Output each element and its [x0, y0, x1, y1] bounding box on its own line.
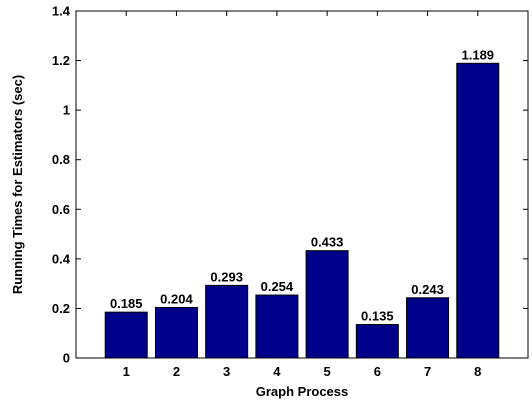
bar [456, 62, 500, 359]
bar [104, 311, 148, 359]
bar-value-label: 0.135 [361, 309, 394, 324]
y-tick-label: 1 [63, 103, 70, 118]
y-tick-label: 0 [63, 351, 70, 366]
x-tick-label: 7 [424, 364, 431, 379]
y-tick-label: 1.4 [52, 4, 71, 19]
data-labels: 0.185 0.204 0.293 0.254 0.433 0.135 0.243 1.189 [110, 47, 494, 323]
x-tick-label: 1 [123, 364, 130, 379]
bar-value-label: 0.204 [160, 291, 193, 306]
y-tick-label: 0.2 [52, 301, 70, 316]
x-tick-label: 3 [223, 364, 230, 379]
y-axis-title: Running Times for Estimators (sec) [10, 75, 25, 294]
bar [355, 324, 399, 359]
bar [305, 250, 349, 359]
bar-value-label: 0.243 [411, 282, 444, 297]
y-tick-label: 1.2 [52, 53, 70, 68]
bar-value-label: 1.189 [462, 47, 495, 62]
y-axis: 0 0.2 0.4 0.6 0.8 1 1.2 1.4 [52, 4, 528, 366]
x-tick-label: 5 [323, 364, 330, 379]
bar [406, 297, 450, 359]
bar [154, 306, 198, 359]
bar-value-label: 0.293 [210, 269, 243, 284]
y-tick-label: 0.4 [52, 251, 71, 266]
x-tick-label: 6 [374, 364, 381, 379]
y-tick-label: 0.6 [52, 202, 70, 217]
x-tick-label: 8 [474, 364, 481, 379]
bar-value-label: 0.433 [311, 235, 344, 250]
plot-frame [75, 10, 529, 359]
bar [255, 294, 299, 359]
bar-value-label: 0.185 [110, 296, 143, 311]
x-axis-title: Graph Process [256, 384, 349, 399]
bar-value-label: 0.254 [261, 279, 294, 294]
x-tick-label: 2 [173, 364, 180, 379]
bar-series [104, 62, 500, 359]
x-tick-label: 4 [273, 364, 281, 379]
y-tick-label: 0.8 [52, 152, 70, 167]
bar [205, 284, 249, 359]
